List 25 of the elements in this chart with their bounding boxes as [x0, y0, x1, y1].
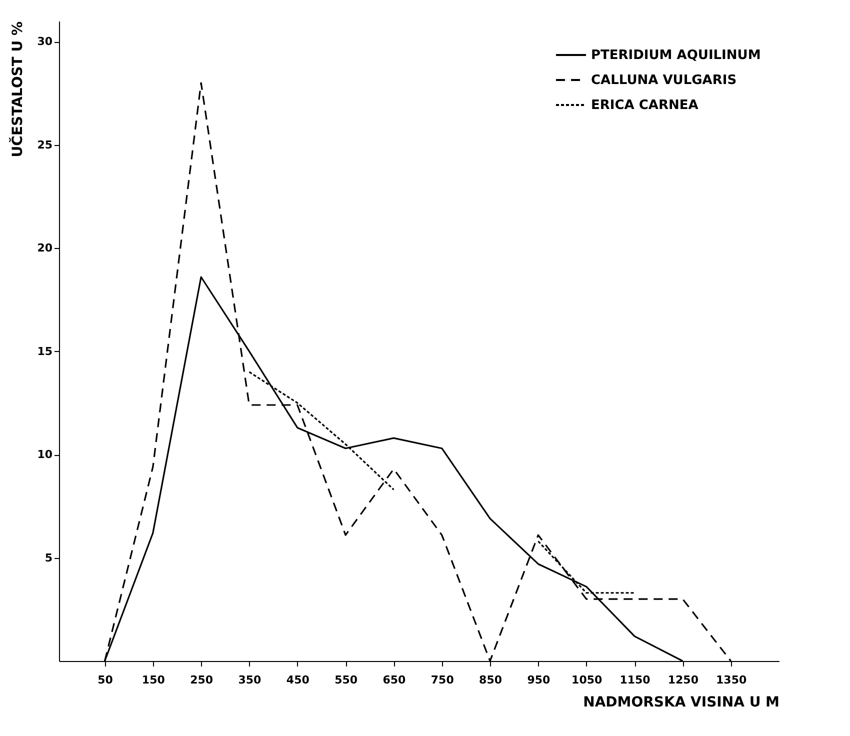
x-tick-label: 750 [430, 674, 454, 686]
x-tick-label: 550 [334, 674, 358, 686]
y-tick-label: 5 [44, 551, 52, 564]
legend-label: CALLUNA VULGARIS [591, 73, 737, 88]
legend-label: PTERIDIUM AQUILINUM [591, 48, 761, 63]
y-tick-label: 15 [37, 344, 52, 358]
y-axis-title: UČESTALOST U % [9, 22, 26, 158]
y-tick-label: 10 [37, 448, 53, 462]
y-tick-label: 30 [37, 35, 53, 48]
x-tick-label: 850 [479, 674, 502, 686]
x-tick-label: 250 [190, 674, 214, 686]
x-tick-label: 50 [98, 674, 114, 686]
x-tick-label: 650 [382, 674, 406, 686]
x-axis-title: NADMORSKA VISINA U M [583, 694, 780, 710]
x-tick-label: 1350 [716, 674, 747, 686]
legend-label: ERICA CARNEA [591, 98, 698, 113]
x-tick-label: 150 [142, 674, 166, 686]
x-tick-label: 350 [238, 674, 262, 686]
y-tick-label: 25 [37, 138, 52, 152]
x-tick-label: 1050 [572, 674, 603, 686]
x-tick-label: 450 [286, 674, 310, 686]
x-tick-label: 1150 [620, 674, 651, 686]
y-tick-label: 20 [37, 242, 53, 255]
x-tick-label: 950 [527, 674, 551, 686]
x-tick-label: 1250 [668, 674, 699, 686]
